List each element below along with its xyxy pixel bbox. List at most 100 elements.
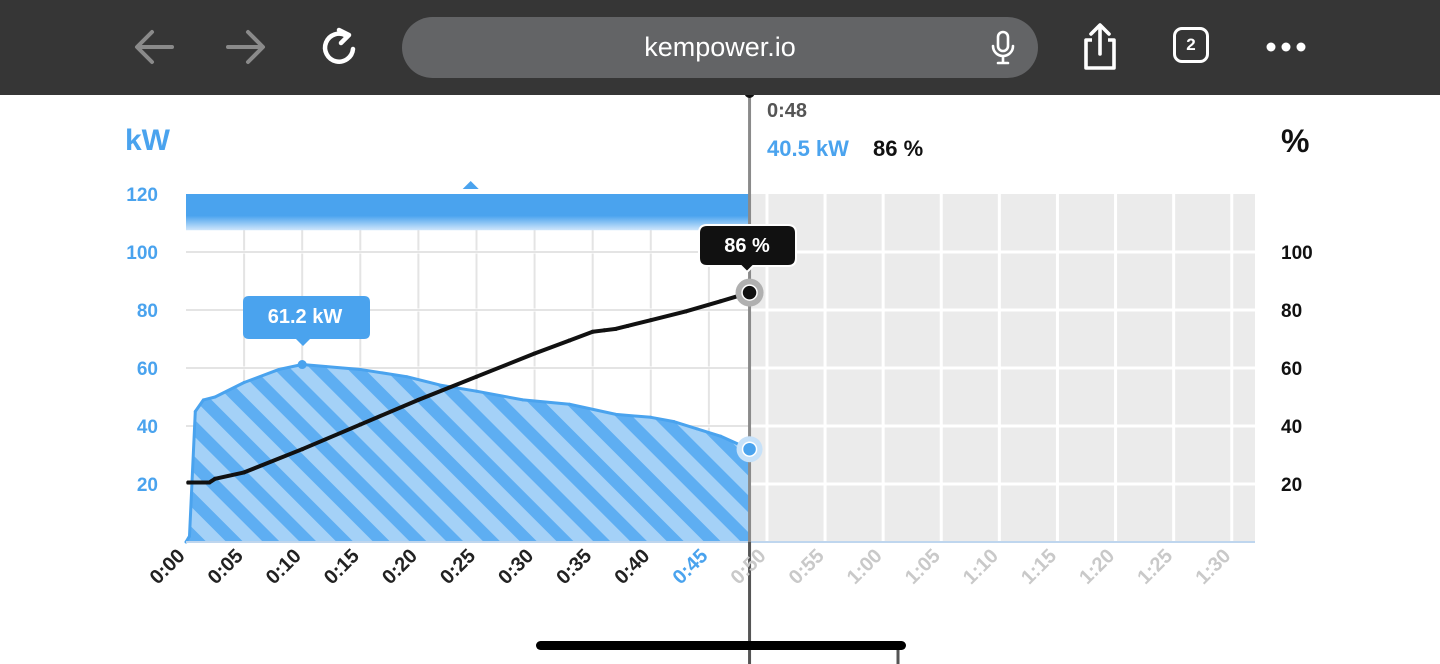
soc-tooltip-label: 86 %	[724, 235, 770, 257]
power-point	[213, 395, 217, 399]
y-left-tick-label: 80	[137, 301, 158, 322]
soc-line	[186, 290, 752, 485]
power-point	[440, 383, 444, 387]
power-point	[193, 410, 197, 413]
soc-point	[683, 309, 688, 314]
soc-point	[590, 329, 595, 334]
soc-point	[567, 338, 572, 343]
soc-point	[207, 480, 212, 485]
x-tick-label: 0:55	[785, 545, 829, 589]
power-point	[521, 398, 525, 402]
forward-button[interactable]	[216, 18, 276, 76]
charging-chart[interactable]: kW % 120 100 80 60 40 20 100 80 60 40 20 0:00 0:05 0:10…	[0, 95, 1440, 664]
charging-session-view: kW% 120 100 80 60 40 20 100 80 60 40 20 0:00 0:05 0:10…	[0, 95, 1440, 664]
y-right-tick-label: 20	[1281, 475, 1302, 496]
url-text: kempower.io	[644, 32, 796, 62]
back-button[interactable]	[124, 18, 184, 76]
address-bar[interactable]: kempower.io	[402, 17, 1038, 78]
x-tick-label: 0:50	[727, 545, 771, 589]
x-tick-label: 0:05	[204, 545, 248, 589]
soc-point	[358, 422, 363, 427]
y-right-tick-label: 80	[1281, 301, 1302, 322]
power-point	[567, 402, 571, 406]
tabs-icon[interactable]: 2	[1173, 27, 1209, 63]
share-icon	[1084, 23, 1116, 70]
cursor-soc: 86 %	[873, 136, 923, 161]
peak-tooltip-label: 61.2 kW	[268, 306, 343, 328]
x-tick-label: 1:20	[1075, 545, 1119, 589]
browser-toolbar: kempower.io 2	[0, 0, 1440, 95]
window-marker-icon	[462, 181, 479, 189]
power-point	[614, 412, 618, 416]
x-tick-label: 0:25	[436, 545, 480, 589]
x-tick-label: 0:00	[146, 545, 190, 589]
reload-button[interactable]	[310, 18, 370, 76]
more-icon	[1266, 42, 1306, 52]
charging-window-bar	[186, 194, 750, 231]
power-point	[474, 389, 478, 393]
x-tick-label: 1:30	[1191, 545, 1235, 589]
power-point	[187, 534, 191, 538]
scroll-handle[interactable]	[536, 641, 906, 650]
power-point	[323, 365, 327, 369]
x-tick-label: 0:40	[610, 545, 654, 589]
power-point	[649, 415, 653, 419]
x-tick-label: 0:45	[669, 545, 713, 589]
power-point	[405, 375, 409, 379]
y-left-tick-label: 120	[126, 185, 158, 206]
soc-point	[474, 374, 479, 379]
soc-point	[718, 299, 723, 304]
soc-point	[613, 326, 618, 331]
cursor-top-dot	[744, 95, 755, 98]
y-axis-right-label: %	[1281, 123, 1309, 159]
x-tick-label: 0:15	[320, 545, 364, 589]
power-point	[201, 398, 205, 402]
peak-tooltip	[243, 296, 370, 346]
x-tick-label: 1:05	[901, 545, 945, 589]
y-left-tick-label: 20	[137, 475, 158, 496]
microphone-icon[interactable]	[988, 30, 1018, 66]
reload-icon	[322, 27, 356, 64]
soc-point	[416, 397, 421, 402]
soc-point	[213, 476, 218, 481]
soc-point	[532, 351, 537, 356]
x-tick-label: 0:20	[378, 545, 422, 589]
soc-point	[242, 470, 247, 475]
power-point	[672, 420, 676, 424]
soc-tooltip	[698, 224, 797, 274]
more-button[interactable]	[1256, 18, 1316, 76]
x-tick-label: 1:25	[1133, 545, 1177, 589]
y-left-tick-label: 60	[137, 359, 158, 380]
forward-arrow-icon	[226, 30, 265, 64]
x-tick-label: 1:00	[843, 545, 887, 589]
power-area	[186, 364, 750, 542]
share-button[interactable]	[1070, 18, 1130, 76]
cursor-time: 0:48	[767, 100, 807, 122]
soc-point	[186, 480, 191, 485]
x-tick-label: 1:10	[959, 545, 1003, 589]
y-right-tick-label: 100	[1281, 243, 1313, 264]
x-tick-label: 0:30	[494, 545, 538, 589]
back-arrow-icon	[135, 30, 174, 64]
x-tick-label: 1:15	[1017, 545, 1061, 589]
x-tick-label: 0:35	[552, 545, 596, 589]
soc-point	[648, 318, 653, 323]
power-cursor-dot[interactable]	[741, 441, 758, 457]
peak-dot	[297, 360, 307, 370]
y-left-tick-label: 100	[126, 243, 158, 264]
y-axis-left-label: kW	[125, 124, 171, 157]
soc-cursor-dot[interactable]	[741, 284, 758, 301]
cursor-power: 40.5 kW	[767, 136, 849, 161]
power-point	[242, 381, 246, 384]
soc-point	[602, 328, 607, 333]
power-point	[719, 434, 722, 438]
x-tick-label: 0:10	[262, 545, 306, 589]
y-right-tick-label: 60	[1281, 359, 1302, 380]
power-point	[358, 367, 362, 371]
y-right-tick-label: 40	[1281, 417, 1302, 438]
power-point	[695, 427, 699, 431]
y-left-tick-label: 40	[137, 417, 158, 438]
soc-point	[300, 447, 305, 452]
soc-point	[625, 323, 630, 328]
power-point	[277, 367, 281, 371]
